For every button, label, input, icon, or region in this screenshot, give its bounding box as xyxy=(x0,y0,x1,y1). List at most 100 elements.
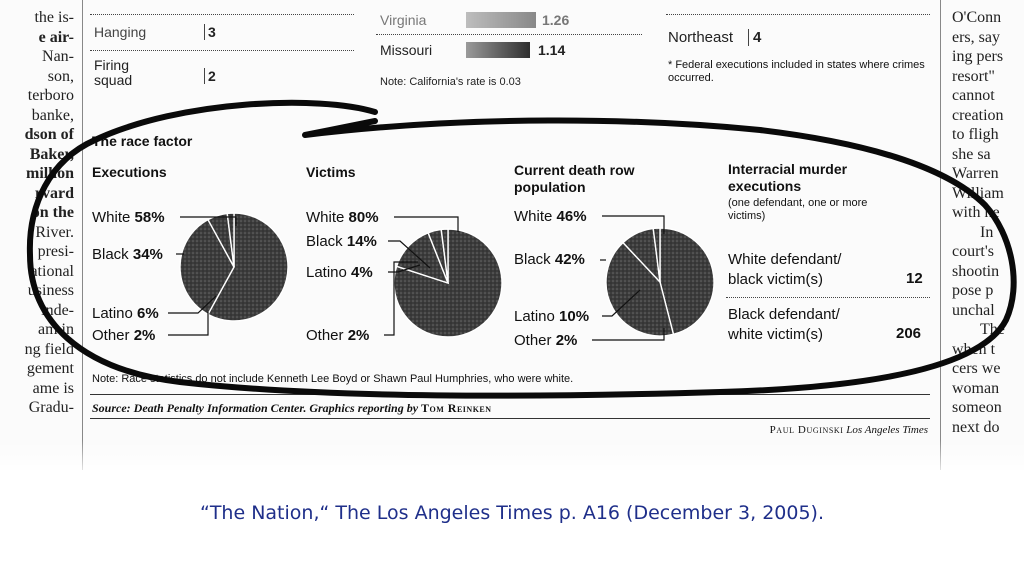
pie3-slice-other xyxy=(652,227,661,283)
leader-line xyxy=(602,289,641,317)
leader-line xyxy=(388,240,431,269)
left-line: River. xyxy=(35,223,74,241)
pie3-label-black: Black 42% xyxy=(514,251,585,268)
pie1-label-white: White 58% xyxy=(92,209,165,226)
pie2-label-latino: Latino 4% xyxy=(306,264,373,281)
pie1-label-black: Black 34% xyxy=(92,246,163,263)
right-line: creation xyxy=(952,106,1004,124)
column-rule xyxy=(82,0,83,470)
dotted-rule xyxy=(666,14,930,15)
left-line: banke, xyxy=(31,106,74,124)
dotted-rule xyxy=(726,297,930,298)
leader-line xyxy=(602,215,665,234)
series-value: 14% xyxy=(346,233,377,250)
series-value: 46% xyxy=(556,208,587,225)
right-line: O'Conn xyxy=(952,9,1002,26)
column-rule xyxy=(940,0,941,470)
leader-line xyxy=(592,328,665,341)
series-value: 2% xyxy=(347,327,370,344)
hanging-value: 3 xyxy=(204,24,216,40)
pie2-label-white: White 80% xyxy=(306,209,379,226)
graphic-credit: Paul Duginski Los Angeles Times xyxy=(770,424,928,436)
interracial-heading-line: executions xyxy=(728,178,802,194)
right-line: cannot xyxy=(952,87,995,104)
federal-note: * Federal executions included in states … xyxy=(668,59,925,84)
interracial-row2-label: Black defendant/ white victim(s) xyxy=(728,305,840,345)
death-row-heading-line: Current death row xyxy=(514,162,635,178)
leader-line xyxy=(394,216,459,232)
pie3-slice-white xyxy=(659,227,715,336)
right-line: to fligh xyxy=(952,126,999,143)
series-name: White xyxy=(306,209,345,226)
left-line: e air- xyxy=(38,28,74,46)
series-name: Black xyxy=(92,246,129,263)
source-author: Tom Reinken xyxy=(421,401,492,415)
dotted-rule xyxy=(90,50,354,51)
left-line: dson of xyxy=(24,126,74,143)
pies-layer xyxy=(179,212,715,338)
series-name: Latino xyxy=(92,305,133,322)
hanging-label: Hanging xyxy=(94,24,147,40)
right-line: cers we xyxy=(952,360,1001,377)
left-line: on the xyxy=(31,204,74,221)
series-value: 6% xyxy=(137,305,159,322)
death-row-heading-line: population xyxy=(514,179,586,195)
right-line: ers, say xyxy=(952,28,1000,46)
right-line: court's xyxy=(952,243,994,260)
pie1-label-latino: Latino 6% xyxy=(92,305,159,322)
interracial-heading: Interracial murder executions xyxy=(728,161,847,195)
victims-heading: Victims xyxy=(306,164,356,180)
right-line: In xyxy=(980,223,994,241)
series-value: 42% xyxy=(554,251,585,268)
missouri-value: 1.14 xyxy=(538,42,566,58)
pie1-label-other: Other 2% xyxy=(92,327,155,344)
right-line: shootin xyxy=(952,262,1000,280)
leader-lines xyxy=(168,215,665,341)
series-name: Other xyxy=(514,332,552,349)
death-row-heading: Current death row population xyxy=(514,162,635,196)
series-name: Latino xyxy=(306,264,347,281)
series-name: White xyxy=(92,209,131,226)
northeast-value: 4 xyxy=(748,29,761,46)
series-value: 58% xyxy=(134,209,165,226)
right-line: pose p xyxy=(952,282,994,299)
row-label-line: black victim(s) xyxy=(728,271,824,288)
series-value: 10% xyxy=(559,308,590,325)
right-line: resort" xyxy=(952,67,995,85)
right-line: unchal xyxy=(952,301,995,319)
series-name: Black xyxy=(514,251,551,268)
left-line: the is- xyxy=(34,9,74,26)
series-value: 2% xyxy=(133,327,156,344)
left-line: ame is xyxy=(32,379,74,397)
source-text: Source: Death Penalty Information Center… xyxy=(92,401,419,415)
series-name: Other xyxy=(92,327,130,344)
firing-squad-value: 2 xyxy=(204,68,216,84)
leader-line xyxy=(384,261,418,336)
series-name: Black xyxy=(306,233,343,250)
interracial-subtitle-line: victims) xyxy=(728,210,766,222)
pie2-slice-other xyxy=(440,228,449,284)
leader-line xyxy=(168,312,209,336)
dotted-rule xyxy=(376,34,642,35)
virginia-label: Virginia xyxy=(380,12,427,28)
series-value: 4% xyxy=(351,264,373,281)
interracial-heading-line: Interracial murder xyxy=(728,161,848,177)
interracial-row2-value: 206 xyxy=(896,325,922,342)
northeast-label: Northeast xyxy=(668,29,734,46)
pie3-label-other: Other 2% xyxy=(514,332,577,349)
left-line: terboro xyxy=(27,87,74,104)
pie3-label-white: White 46% xyxy=(514,208,587,225)
pie-charts-graphic xyxy=(26,99,1017,399)
california-note: Note: California's rate is 0.03 xyxy=(380,76,521,88)
series-name: Other xyxy=(306,327,344,344)
interracial-row1-value: 12 xyxy=(906,270,923,287)
missouri-label: Missouri xyxy=(380,42,433,58)
pie3-slice-black xyxy=(605,241,675,337)
left-line: son, xyxy=(47,67,74,85)
right-line: she sa xyxy=(952,145,991,163)
leader-line xyxy=(388,264,421,273)
right-line: next do xyxy=(952,418,1000,436)
row-label-line: White defendant/ xyxy=(728,251,842,268)
interracial-row1-label: White defendant/ black victim(s) xyxy=(728,250,841,290)
executions-heading: Executions xyxy=(92,164,167,180)
